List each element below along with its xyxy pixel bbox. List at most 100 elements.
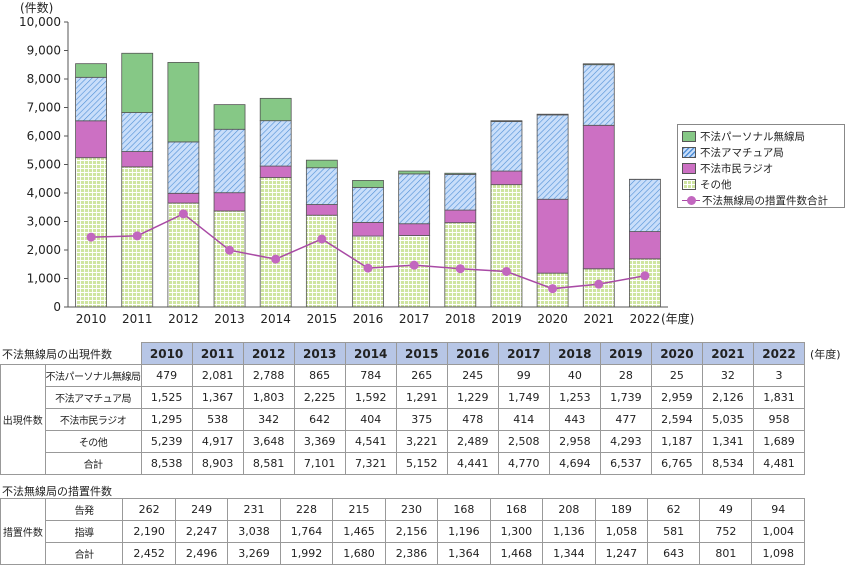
table2-cell: 1,004 (751, 520, 805, 543)
x-tick-label: 2018 (445, 312, 476, 326)
table2-cell: 643 (647, 542, 701, 565)
table2-cell: 2,386 (384, 542, 439, 565)
table1-cell: 1,291 (395, 386, 448, 409)
table2-cell: 1,196 (437, 520, 491, 543)
table1-year-header: 2022 (752, 342, 806, 365)
bar-segment-3 (167, 62, 200, 143)
y-axis-label: (件数) (20, 0, 53, 15)
bar-segment-2 (398, 173, 431, 225)
bar-segment-2 (629, 178, 661, 232)
table1-cell: 538 (191, 408, 244, 431)
table1-cell: 2,958 (548, 430, 601, 453)
bar-segment-2 (75, 76, 107, 122)
bar-segment-1 (444, 209, 477, 224)
table2-cell: 168 (489, 498, 544, 521)
table1-cell: 8,581 (242, 452, 295, 475)
table2-row: 合計 2,452 2,496 3,269 1,992 1,680 2,386 1,364 1,4… (1, 542, 805, 565)
table1-cell: 1,831 (752, 386, 806, 409)
bar-segment-0 (629, 258, 661, 308)
occurrence-table: 2010 2011 2012 2013 2014 2015 2016 2017 2018 2019… (0, 342, 806, 475)
bar-segment-1 (121, 151, 154, 168)
table1-cell: 3,221 (395, 430, 448, 453)
table1-year-header: 2013 (293, 342, 346, 365)
table1-cell: 2,126 (701, 386, 754, 409)
table2-cell: 2,247 (174, 520, 229, 543)
bar-segment-3 (536, 113, 569, 116)
bar-segment-2 (444, 173, 477, 211)
table1-cell: 265 (395, 364, 448, 387)
bar-segment-0 (213, 210, 246, 308)
table1-row: 合計 8,538 8,903 8,581 7,101 7,321 5,152 4,441 4,7… (1, 452, 806, 475)
x-tick-label: 2017 (399, 312, 430, 326)
table2-cell: 49 (699, 498, 753, 521)
table1-unit: (年度) (810, 348, 841, 361)
bar-segment-1 (305, 204, 338, 216)
bar-segment-0 (259, 177, 292, 308)
bar-segment-2 (121, 112, 154, 152)
table1-cell: 477 (599, 408, 652, 431)
table1-row-label: 不法アマチュア局 (44, 386, 142, 409)
bar-segment-1 (352, 222, 384, 237)
table1-cell: 784 (344, 364, 397, 387)
table2-cell: 228 (279, 498, 334, 521)
bar-segment-1 (167, 192, 200, 204)
table1-cell: 6,537 (599, 452, 652, 475)
x-tick-label: 2016 (353, 312, 384, 326)
bar-segment-2 (167, 141, 200, 194)
table2-cell: 1,344 (542, 542, 596, 565)
total-actions-point (594, 279, 604, 289)
table1-row-label: 不法市民ラジオ (44, 408, 142, 431)
table2-row-label: 告発 (44, 498, 124, 521)
y-tick-label: 6,000 (27, 129, 61, 143)
table1-cell: 8,534 (701, 452, 754, 475)
table1-year-header: 2017 (497, 342, 550, 365)
bar-segment-3 (352, 180, 384, 188)
bar-segment-3 (213, 104, 246, 130)
total-actions-line (86, 209, 650, 294)
y-tick-label: 2,000 (27, 243, 61, 257)
y-tick-label: 1,000 (27, 272, 61, 286)
x-tick-label: 2020 (537, 312, 568, 326)
table2-cell: 262 (122, 498, 176, 521)
legend-item-cb-radio: 不法市民ラジオ (682, 160, 840, 176)
legend-swatch-other (682, 178, 696, 190)
table2-cell: 1,247 (594, 542, 649, 565)
table1-cell: 479 (140, 364, 193, 387)
total-actions-point (178, 209, 188, 219)
bar-segment-3 (75, 63, 107, 78)
table1-cell: 2,081 (191, 364, 244, 387)
total-actions-point (271, 254, 281, 264)
y-tick-label: 10,000 (19, 15, 61, 29)
table1-cell: 865 (293, 364, 346, 387)
table1-year-header: 2016 (446, 342, 499, 365)
table2-cell: 208 (542, 498, 596, 521)
table1-cell: 25 (650, 364, 703, 387)
action-table: 措置件数 告発 262 249 231 228 215 230 168 168 208 189 62 49… (0, 498, 805, 565)
legend-label-amateur: 不法アマチュア局 (700, 146, 784, 159)
table2-row: 措置件数 告発 262 249 231 228 215 230 168 168 208 189 62 49… (0, 498, 805, 565)
total-actions-point (501, 266, 511, 276)
bar-segment-2 (352, 187, 384, 223)
x-axis: 2010 2011 2012 2013 2014 2015 2016 2017 2018 2019… (68, 306, 668, 326)
table1-year-header: 2015 (395, 342, 448, 365)
table2-cell: 801 (699, 542, 753, 565)
bar-segment-2 (582, 64, 615, 126)
table1-cell: 1,803 (242, 386, 295, 409)
bar-segment-2 (536, 114, 569, 200)
table2-cell: 1,468 (489, 542, 544, 565)
table2-cell: 2,156 (384, 520, 439, 543)
y-tick-label: 4,000 (27, 186, 61, 200)
table1-cell: 4,481 (752, 452, 806, 475)
bar-segment-3 (259, 97, 292, 122)
legend-item-personal: 不法パーソナル無線局 (682, 128, 840, 144)
x-tick-label: 2012 (168, 312, 199, 326)
table2-row-label: 合計 (44, 542, 124, 565)
table1-corner (1, 343, 142, 365)
table2-cell: 62 (647, 498, 701, 521)
table1-cell: 245 (446, 364, 499, 387)
table2-title: 不法無線局の措置件数 (2, 485, 112, 498)
table1-year-header: 2020 (650, 342, 703, 365)
y-tick-label: 8,000 (27, 72, 61, 86)
table2-cell: 3,269 (227, 542, 281, 565)
y-tick-label: 7,000 (27, 101, 61, 115)
